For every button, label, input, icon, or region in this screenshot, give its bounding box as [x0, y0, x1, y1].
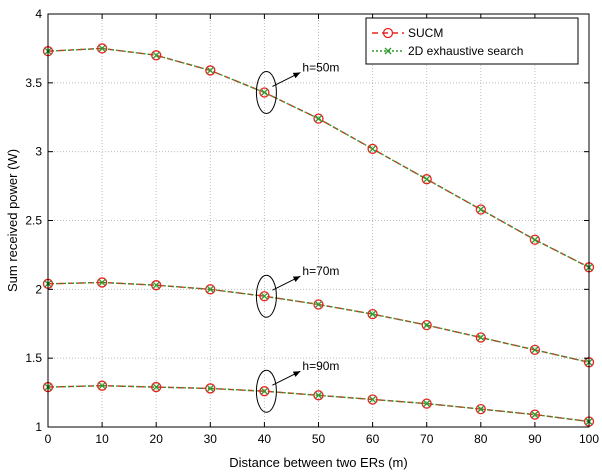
sucm-point	[313, 299, 324, 310]
sucm-point	[529, 344, 541, 356]
x-axis-label: Distance between two ERs (m)	[229, 455, 407, 470]
sucm-point	[421, 398, 432, 409]
x-tick-label: 60	[366, 432, 380, 446]
x-tick-label: 100	[579, 432, 599, 446]
y-axis-label: Sum received power (W)	[5, 149, 20, 292]
y-tick-label: 2.5	[25, 214, 42, 228]
exhaustive-line-0	[47, 47, 590, 268]
grid	[48, 14, 589, 427]
sucm-point	[151, 50, 162, 61]
sucm-point	[475, 204, 486, 215]
exhaustive-point	[423, 321, 431, 329]
exhaustive-point	[206, 285, 214, 293]
sucm-point	[151, 381, 162, 393]
x-tick-label: 90	[528, 432, 542, 446]
series-area	[42, 43, 595, 427]
sucm-point	[529, 234, 541, 245]
sucm-point	[259, 291, 270, 302]
annotation-arrow	[272, 370, 301, 386]
exhaustive-point	[477, 405, 485, 413]
exhaustive-point	[315, 391, 322, 399]
sucm-point	[151, 280, 162, 291]
x-tick-label: 80	[474, 432, 488, 446]
exhaustive-point	[152, 383, 160, 391]
exhaustive-point	[260, 89, 268, 96]
legend-marker-exhaustive	[384, 47, 392, 55]
legend-box	[365, 17, 579, 65]
exhaustive-point	[369, 145, 377, 153]
exhaustive-point	[260, 387, 268, 395]
sucm-point	[205, 284, 216, 295]
exhaustive-point	[206, 66, 214, 74]
exhaustive-point	[423, 175, 431, 183]
sucm-point	[421, 174, 432, 185]
y-tick-label: 3	[35, 145, 42, 159]
sucm-point	[475, 332, 486, 343]
legend-entry-exhaustive: 2D exhaustive search	[372, 44, 523, 58]
sucm-point	[367, 394, 378, 405]
sucm-line-0	[47, 47, 590, 268]
annotation-arrow	[272, 275, 301, 291]
x-tick-label: 10	[95, 432, 109, 446]
y-tick-label: 1	[35, 420, 42, 434]
x-tick-label: 20	[150, 432, 164, 446]
y-tick-label: 3.5	[25, 76, 42, 90]
x-tick-label: 0	[45, 432, 52, 446]
y-tick-label: 4	[35, 7, 42, 21]
y-tick-label: 2	[35, 282, 42, 296]
exhaustive-point	[206, 384, 214, 392]
legend-label-sucm: SUCM	[408, 26, 443, 40]
sucm-point	[475, 403, 486, 415]
exhaustive-point	[98, 278, 106, 286]
sucm-point	[367, 143, 378, 155]
sucm-point	[259, 87, 270, 98]
exhaustive-point	[315, 301, 322, 308]
exhaustive-point	[98, 44, 106, 52]
sucm-point	[96, 380, 108, 391]
annotation-arrow	[272, 72, 301, 87]
annotation-label: h=70m	[302, 264, 339, 278]
sucm-point	[205, 383, 216, 394]
exhaustive-point	[369, 396, 377, 403]
y-tick-label: 1.5	[25, 351, 42, 365]
sucm-point	[313, 390, 324, 401]
annotation-label: h=90m	[302, 359, 339, 373]
exhaustive-point	[531, 346, 539, 354]
exhaustive-point	[152, 51, 160, 59]
sucm-point	[259, 386, 270, 397]
annotation-ellipse	[255, 369, 277, 413]
annotation-ellipse	[255, 70, 277, 114]
exhaustive-point	[369, 310, 377, 318]
axes-ticks: 0 10 20 30 40 50 60 70 80 90 100 1 1.5 2 2.5 3 3.5 4	[25, 7, 599, 446]
exhaustive-point	[260, 292, 268, 300]
exhaustive-point	[531, 411, 539, 419]
annotation-label: h=50m	[302, 60, 339, 74]
sucm-point	[367, 308, 378, 320]
x-tick-label: 50	[312, 432, 326, 446]
sucm-point	[96, 43, 108, 54]
x-tick-label: 70	[420, 432, 434, 446]
legend-marker-sucm	[382, 27, 394, 39]
exhaustive-point	[423, 400, 431, 408]
sucm-point	[205, 65, 216, 76]
exhaustive-point	[98, 382, 106, 390]
annotation-ellipse	[255, 274, 277, 318]
sucm-point	[313, 113, 324, 124]
exhaustive-point	[152, 281, 160, 289]
legend: SUCM 2D exhaustive search	[365, 17, 579, 65]
exhaustive-point	[315, 115, 322, 123]
legend-entry-sucm: SUCM	[372, 26, 443, 40]
x-tick-label: 30	[204, 432, 218, 446]
exhaustive-point	[477, 334, 485, 341]
sucm-point	[529, 409, 541, 420]
sucm-point	[96, 277, 108, 288]
x-tick-label: 40	[258, 432, 272, 446]
sucm-point	[421, 319, 432, 331]
annotations: h=50m h=70m h=90m	[255, 60, 339, 413]
exhaustive-point	[531, 236, 539, 244]
legend-label-exhaustive: 2D exhaustive search	[408, 44, 523, 58]
exhaustive-point	[477, 206, 485, 213]
